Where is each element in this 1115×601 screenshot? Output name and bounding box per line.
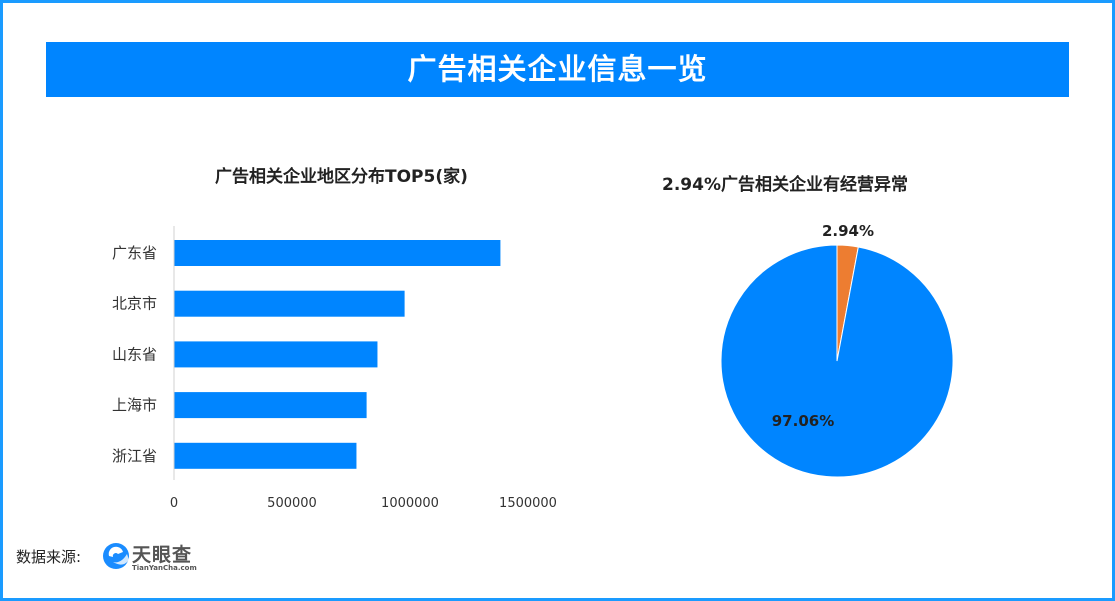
category-label: 山东省: [112, 345, 157, 363]
tianyancha-logo: 天眼查 TianYanCha.com: [101, 540, 211, 574]
pie-chart-title: 2.94%广告相关企业有经营异常: [662, 175, 908, 195]
source-label: 数据来源:: [16, 548, 82, 566]
bar-浙江省: [174, 442, 357, 469]
x-tick-label: 0: [170, 496, 178, 511]
category-label: 浙江省: [112, 447, 157, 465]
x-tick-label: 1000000: [381, 496, 439, 511]
tianyancha-logo-icon: [103, 543, 129, 569]
logo-name: 天眼查: [132, 544, 193, 566]
pie-slice-1: [720, 244, 954, 478]
x-tick-label: 1500000: [499, 496, 557, 511]
bar-广东省: [174, 240, 501, 266]
page-title: 广告相关企业信息一览: [46, 42, 1069, 97]
category-label: 上海市: [112, 396, 157, 414]
bar-北京市: [174, 290, 405, 317]
bar-chart-title: 广告相关企业地区分布TOP5(家): [215, 167, 468, 187]
pie-label-major: 97.06%: [772, 412, 834, 430]
category-label: 北京市: [112, 295, 157, 313]
bar-山东省: [174, 341, 378, 368]
x-tick-label: 500000: [267, 496, 317, 511]
pie-label-minor: 2.94%: [822, 222, 874, 240]
bar-上海市: [174, 392, 367, 419]
logo-sub: TianYanCha.com: [132, 564, 197, 572]
category-label: 广东省: [112, 244, 157, 262]
